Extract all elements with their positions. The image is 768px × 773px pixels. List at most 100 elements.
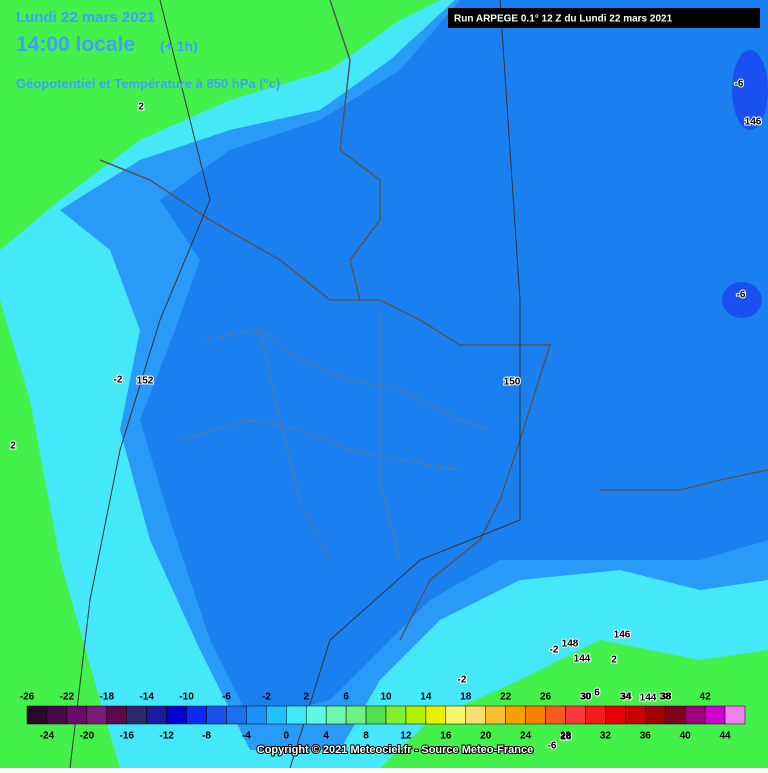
- scale-cell: [585, 705, 606, 725]
- scale-label: -26: [20, 692, 35, 703]
- scale-label: -24: [40, 731, 55, 742]
- scale-cell: [525, 705, 546, 725]
- scale-cell: [485, 705, 506, 725]
- scale-label: 36: [640, 731, 652, 742]
- scale-cell: [365, 705, 387, 725]
- scale-cell: [724, 705, 746, 725]
- map-label: -2: [550, 645, 559, 656]
- scale-label: 4: [323, 731, 329, 742]
- scale-cell: [545, 705, 566, 725]
- scale-cell: [166, 705, 187, 725]
- map-label: 146: [614, 630, 631, 641]
- scale-cell: [425, 705, 447, 725]
- scale-cell: [246, 705, 267, 725]
- scale-label: 8: [363, 731, 369, 742]
- offset: (+ 1h): [160, 38, 198, 54]
- scale-label: -22: [60, 692, 75, 703]
- cold-pocket: [732, 50, 768, 130]
- scale-label: 18: [460, 692, 472, 703]
- scale-cell: [704, 705, 726, 725]
- date: Lundi 22 mars 2021: [16, 9, 155, 26]
- scale-cell: [226, 705, 247, 725]
- scale-cell: [505, 705, 526, 725]
- scale-label: 38: [660, 692, 672, 703]
- color-scale: -26 -22 -18 -14 -10 -6 -2 2 6 10 14 18 22 26 30 34 38 42-…: [20, 692, 746, 742]
- run-info: Run ARPEGE 0.1° 12 Z du Lundi 22 mars 20…: [454, 14, 673, 25]
- copyright: Copyright © 2021 Meteociel.fr - Source M…: [257, 744, 533, 756]
- scale-label: 2: [303, 692, 309, 703]
- run-box: [448, 8, 760, 28]
- map-label: -6: [737, 290, 746, 301]
- scale-label: 12: [400, 731, 412, 742]
- map-label: 2: [10, 441, 16, 452]
- map-label: 144: [640, 693, 657, 704]
- scale-cell: [206, 705, 227, 725]
- map-label: -6: [735, 79, 744, 90]
- scale-cell: [465, 705, 486, 725]
- scale-cell: [565, 705, 586, 725]
- scale-cell: [106, 705, 127, 725]
- map-label: 34: [620, 692, 632, 703]
- scale-cell: [385, 705, 407, 725]
- scale-label: -10: [179, 692, 194, 703]
- scale-label: 16: [440, 731, 452, 742]
- time: 14:00 locale: [16, 33, 135, 56]
- scale-cell: [305, 705, 327, 725]
- field: Géopotentiel et Température à 850 hPa (°…: [16, 76, 280, 91]
- scale-label: 20: [480, 731, 492, 742]
- scale-cell: [286, 705, 307, 725]
- scale-label: 6: [343, 692, 349, 703]
- scale-cell: [126, 705, 147, 725]
- map-label: 6: [594, 688, 600, 699]
- map-label: -2: [114, 375, 123, 386]
- scale-label: 24: [520, 731, 532, 742]
- scale-label: 42: [700, 692, 712, 703]
- map-label: 152: [137, 376, 154, 387]
- map-label: 150: [504, 377, 521, 388]
- scale-cell: [664, 705, 686, 725]
- scale-cell: [625, 705, 646, 725]
- scale-cell: [445, 705, 467, 725]
- map-label: 2: [138, 102, 144, 113]
- scale-cell: [186, 705, 207, 725]
- map-label: 146: [745, 117, 762, 128]
- scale-label: 40: [680, 731, 692, 742]
- scale-cell: [684, 705, 706, 725]
- scale-cell: [645, 705, 666, 725]
- scale-label: -20: [80, 731, 95, 742]
- scale-label: 32: [600, 731, 612, 742]
- scale-label: 14: [420, 692, 432, 703]
- scale-label: -18: [100, 692, 115, 703]
- scale-cell: [146, 705, 167, 725]
- scale-cell: [325, 705, 347, 725]
- scale-label: -12: [159, 731, 174, 742]
- map-label: 144: [574, 654, 591, 665]
- scale-label: -8: [202, 731, 211, 742]
- scale-cell: [26, 705, 48, 725]
- scale-label: 28: [560, 731, 572, 742]
- regions: [179, 310, 491, 561]
- scale-cell: [86, 705, 108, 725]
- scale-cell: [405, 705, 427, 725]
- scale-label: -4: [242, 731, 251, 742]
- scale-label: -6: [222, 692, 231, 703]
- borders: [69, 0, 768, 769]
- scale-cell: [46, 705, 68, 725]
- scale-label: -14: [139, 692, 154, 703]
- scale-label: 0: [283, 731, 289, 742]
- map-label: 38: [660, 692, 672, 703]
- scale-label: 26: [540, 692, 552, 703]
- scale-label: 34: [620, 692, 632, 703]
- scale-label: 22: [500, 692, 512, 703]
- map-label: -6: [548, 741, 557, 752]
- scale-cell: [266, 705, 287, 725]
- map-label: 148: [562, 639, 579, 650]
- scale-cell: [345, 705, 367, 725]
- scale-cell: [605, 705, 626, 725]
- scale-label: 30: [580, 692, 592, 703]
- map-label: 28: [560, 732, 572, 743]
- map-label: -2: [458, 675, 467, 686]
